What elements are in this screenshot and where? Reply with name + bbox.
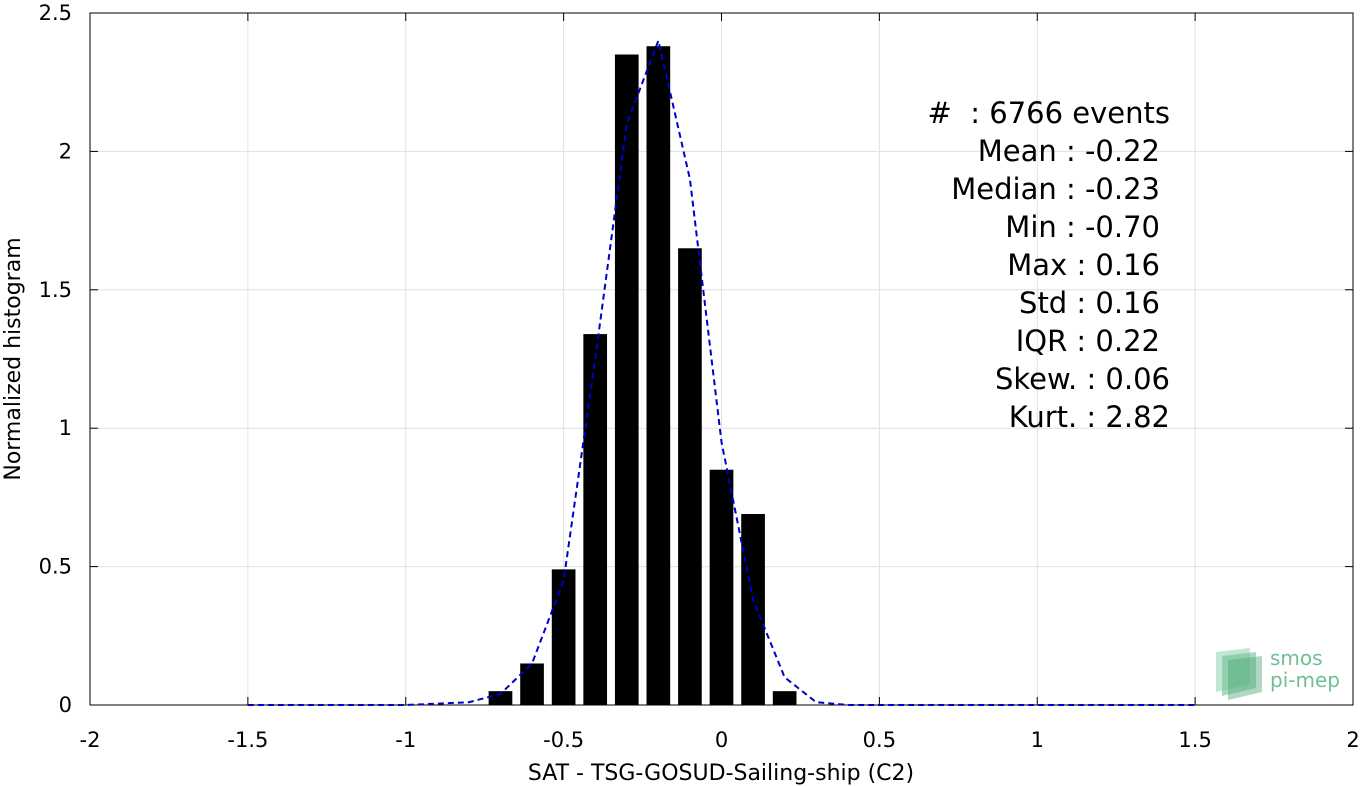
y-tick-label: 2 [59, 139, 72, 163]
logo-text-pimep: pi-mep [1270, 668, 1340, 692]
x-axis-ticks: -2 -1.5 -1 -0.5 0 0.5 1 1.5 2 [80, 13, 1360, 752]
bars-series [488, 46, 797, 705]
histogram-bar [583, 334, 608, 705]
logo-text-smos: smos [1270, 646, 1323, 670]
x-axis-label: SAT - TSG-GOSUD-Sailing-ship (C2) [528, 761, 914, 786]
smos-pimep-logo: smos pi-mep [1212, 640, 1352, 700]
histogram-bar [488, 691, 513, 705]
x-tick-label: 0 [715, 728, 728, 752]
fit-curve [247, 37, 1196, 706]
stats-std: Std : 0.16 [1019, 286, 1160, 320]
stats-mean: Mean : -0.22 [977, 134, 1160, 168]
logo-mark-icon [1216, 648, 1262, 700]
stats-median: Median : -0.23 [951, 172, 1160, 206]
y-tick-label: 0.5 [39, 555, 72, 579]
x-tick-label: 1 [1031, 728, 1044, 752]
histogram-bar [520, 663, 544, 705]
stats-max: Max : 0.16 [1007, 248, 1160, 282]
x-tick-label: -1 [395, 728, 416, 752]
stats-events: # : 6766 events [927, 96, 1170, 130]
x-tick-label: 2 [1346, 728, 1359, 752]
histogram-bar [646, 46, 671, 705]
x-tick-label: 1.5 [1178, 728, 1211, 752]
stats-iqr: IQR : 0.22 [1015, 324, 1160, 358]
x-tick-label: -0.5 [543, 728, 584, 752]
stats-min: Min : -0.70 [1005, 210, 1160, 244]
histogram-bar [678, 248, 702, 705]
y-tick-label: 2.5 [39, 1, 72, 25]
histogram-bar [614, 54, 639, 705]
x-tick-label: -2 [80, 728, 101, 752]
y-axis-ticks: 0 0.5 1 1.5 2 2.5 [39, 1, 1353, 717]
x-tick-label: -1.5 [227, 728, 268, 752]
y-axis-label: Normalized histogram [1, 237, 26, 480]
histogram-bar [551, 569, 576, 705]
histogram-bar [741, 514, 765, 705]
histogram-bar [709, 469, 734, 705]
histogram-bar [772, 691, 797, 705]
x-tick-label: 0.5 [863, 728, 896, 752]
y-tick-label: 1 [59, 416, 72, 440]
stats-kurt: Kurt. : 2.82 [1008, 400, 1170, 434]
stats-skew: Skew. : 0.06 [994, 362, 1170, 396]
y-tick-label: 1.5 [39, 278, 72, 302]
y-tick-label: 0 [59, 693, 72, 717]
